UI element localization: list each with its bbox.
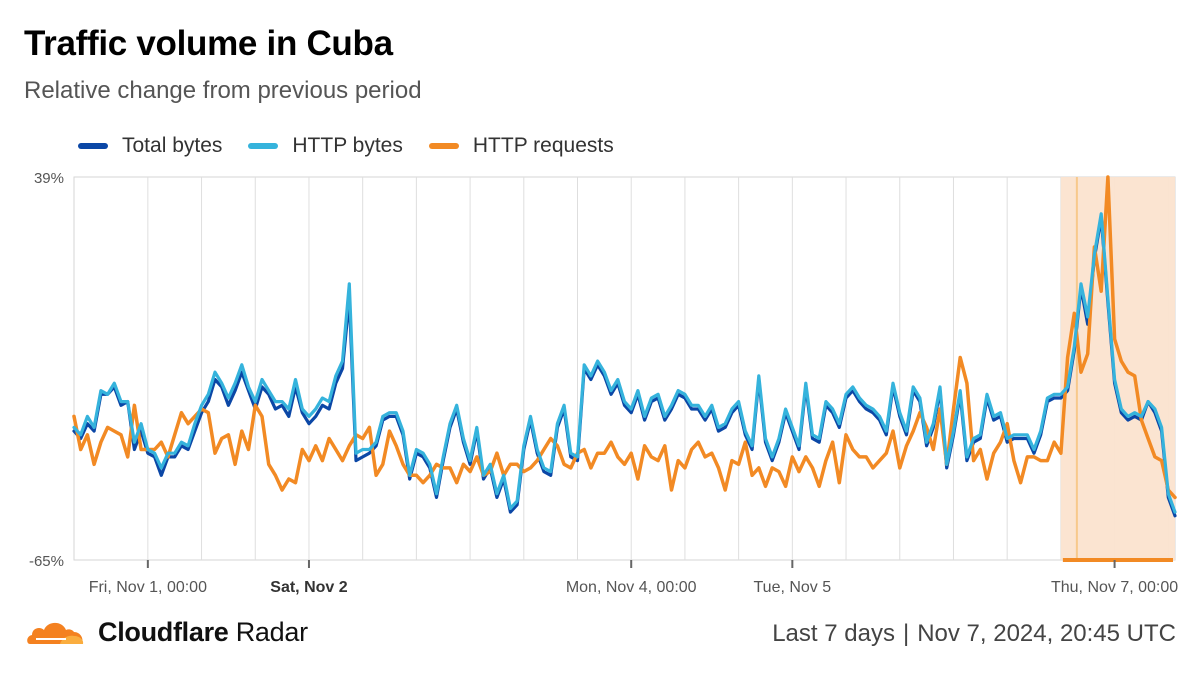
axis-layer: 39% -65% Fri, Nov 1, 00:00 Sat, Nov 2 Mon, N… — [29, 170, 1178, 596]
legend-label-total-bytes: Total bytes — [122, 134, 223, 157]
legend-item-total-bytes[interactable]: Total bytes — [78, 134, 222, 158]
brand-name: Cloudflare — [98, 616, 229, 647]
y-tick-label-min: -65% — [29, 553, 64, 570]
x-tick-label: Tue, Nov 5 — [753, 579, 831, 596]
chart-title: Traffic volume in Cuba — [24, 24, 393, 63]
legend-label-http-requests: HTTP requests — [472, 134, 614, 157]
x-tick-label: Mon, Nov 4, 00:00 — [566, 579, 697, 596]
x-tick-label: Sat, Nov 2 — [270, 579, 347, 596]
x-tick-label: Fri, Nov 1, 00:00 — [89, 579, 207, 596]
time-range-label: Last 7 days — [772, 620, 895, 647]
series-line-http-requests — [72, 175, 1177, 500]
cloudflare-radar-logo[interactable]: Cloudflare Radar — [24, 616, 308, 648]
y-tick-label-max: 39% — [34, 170, 64, 187]
highlight-layer — [1060, 177, 1175, 562]
legend-swatch-http-bytes — [248, 143, 279, 149]
x-tick-label: Thu, Nov 7, 00:00 — [1051, 579, 1178, 596]
chart-legend: Total bytes HTTP bytes HTTP requests — [78, 134, 640, 158]
series-line-http-bytes — [72, 212, 1177, 514]
outage-highlight-band — [1060, 177, 1175, 560]
traffic-line-chart: 39% -65% Fri, Nov 1, 00:00 Sat, Nov 2 Mon, N… — [29, 170, 1178, 596]
series-line-total-bytes — [72, 215, 1177, 518]
grid-layer — [73, 176, 1176, 561]
time-range-info: Last 7 days | Nov 7, 2024, 20:45 UTC — [772, 620, 1176, 648]
legend-swatch-total-bytes — [78, 143, 108, 149]
timestamp: Nov 7, 2024, 20:45 UTC — [917, 620, 1176, 647]
brand-product: Radar — [235, 616, 308, 647]
chart-subtitle: Relative change from previous period — [24, 77, 422, 104]
cloud-icon — [27, 622, 84, 644]
legend-item-http-bytes[interactable]: HTTP bytes — [248, 134, 403, 158]
legend-label-http-bytes: HTTP bytes — [292, 134, 403, 157]
series-layer — [72, 175, 1177, 518]
legend-swatch-http-requests — [428, 143, 459, 149]
legend-item-http-requests[interactable]: HTTP requests — [428, 134, 614, 158]
separator: | — [902, 620, 910, 647]
